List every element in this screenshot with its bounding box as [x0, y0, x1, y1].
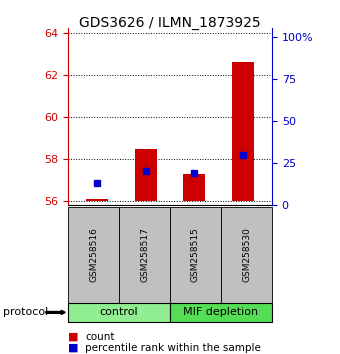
FancyBboxPatch shape [170, 303, 272, 322]
Bar [135, 149, 157, 201]
FancyBboxPatch shape [68, 207, 119, 303]
FancyBboxPatch shape [170, 207, 221, 303]
Bar [183, 174, 205, 201]
Text: ■: ■ [68, 332, 79, 342]
Text: ■: ■ [68, 343, 79, 353]
Text: GSM258516: GSM258516 [89, 227, 98, 282]
Text: GDS3626 / ILMN_1873925: GDS3626 / ILMN_1873925 [79, 16, 261, 30]
Text: protocol: protocol [3, 307, 49, 318]
Text: GSM258515: GSM258515 [191, 227, 200, 282]
Text: count: count [85, 332, 115, 342]
FancyBboxPatch shape [221, 207, 272, 303]
Bar [86, 199, 108, 201]
FancyBboxPatch shape [119, 207, 170, 303]
Text: control: control [100, 307, 138, 318]
Text: GSM258517: GSM258517 [140, 227, 149, 282]
Text: MIF depletion: MIF depletion [184, 307, 258, 318]
Text: GSM258530: GSM258530 [242, 227, 251, 282]
Bar [232, 62, 254, 201]
FancyArrow shape [46, 310, 65, 315]
Text: percentile rank within the sample: percentile rank within the sample [85, 343, 261, 353]
FancyBboxPatch shape [68, 303, 170, 322]
